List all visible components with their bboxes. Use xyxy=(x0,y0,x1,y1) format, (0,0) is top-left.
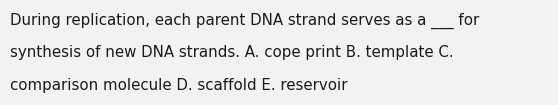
Text: During replication, each parent DNA strand serves as a ___ for: During replication, each parent DNA stra… xyxy=(10,13,479,29)
Text: synthesis of new DNA strands. A. cope print B. template C.: synthesis of new DNA strands. A. cope pr… xyxy=(10,45,454,60)
Text: comparison molecule D. scaffold E. reservoir: comparison molecule D. scaffold E. reser… xyxy=(10,78,348,93)
